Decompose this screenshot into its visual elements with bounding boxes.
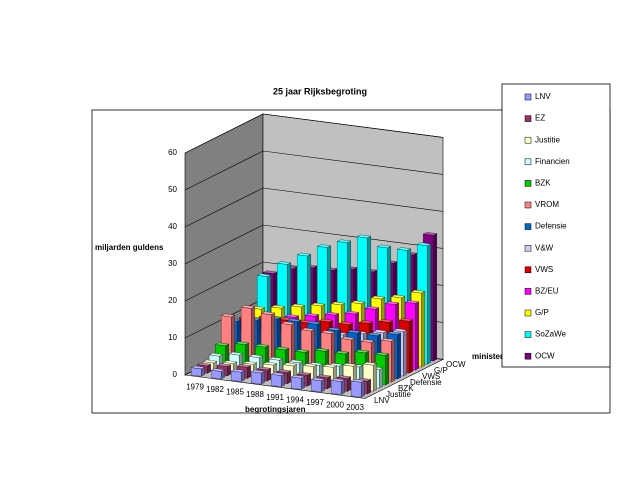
legend-swatch bbox=[524, 352, 532, 360]
legend-label: SoZaWe bbox=[535, 330, 567, 339]
bar-side bbox=[367, 379, 371, 395]
legend-label: V&W bbox=[535, 243, 554, 252]
legend-swatch bbox=[524, 180, 532, 187]
x-tick-label: 1997 bbox=[306, 398, 324, 407]
bar-side bbox=[427, 243, 431, 365]
grid-line bbox=[184, 187, 444, 228]
x-tick-label: 1991 bbox=[266, 393, 284, 402]
x-axis-label: begrotingsjaren bbox=[245, 405, 306, 414]
legend-label: BZK bbox=[535, 179, 551, 188]
legend-swatch bbox=[524, 309, 532, 317]
x-tick-label: 1988 bbox=[246, 390, 264, 399]
legend-swatch bbox=[524, 223, 532, 230]
y-tick-label: 30 bbox=[168, 259, 177, 268]
z-tick-label: BZK bbox=[398, 384, 414, 393]
bar bbox=[291, 376, 302, 390]
y-tick-label: 40 bbox=[168, 222, 177, 231]
legend-box bbox=[501, 83, 611, 368]
bar-side bbox=[261, 371, 265, 385]
legend-swatch bbox=[524, 331, 532, 338]
x-tick-label: 1994 bbox=[286, 395, 304, 404]
y-tick-label: 0 bbox=[173, 370, 178, 379]
legend-label: VWS bbox=[535, 265, 553, 274]
legend-swatch bbox=[524, 266, 532, 274]
legend-swatch bbox=[524, 244, 532, 252]
legend-label: OCW bbox=[535, 351, 555, 360]
legend-label: Justitie bbox=[535, 135, 560, 144]
bar-side bbox=[421, 291, 425, 368]
z-tick-label: OCW bbox=[446, 360, 466, 369]
legend-swatch bbox=[524, 158, 532, 166]
x-tick-label: 1985 bbox=[226, 388, 244, 397]
legend-swatch bbox=[524, 93, 532, 101]
legend-label: EZ bbox=[535, 114, 545, 123]
bar-side bbox=[361, 380, 365, 398]
bar bbox=[211, 370, 222, 380]
bar bbox=[191, 367, 202, 377]
x-tick-label: 1982 bbox=[206, 385, 224, 394]
legend-label: G/P bbox=[535, 308, 549, 317]
bar-side bbox=[327, 375, 331, 390]
x-tick-label: 1979 bbox=[186, 382, 204, 391]
bar-side bbox=[403, 329, 407, 377]
z-tick-label: Justitie bbox=[386, 390, 411, 399]
bar-side bbox=[287, 370, 291, 384]
bar-side bbox=[391, 339, 395, 383]
legend: LNV EZ Justitie Financien BZK VROM Defensie V&W… bbox=[501, 83, 611, 368]
bar bbox=[271, 374, 282, 387]
z-tick-label: G/P bbox=[434, 366, 448, 375]
bar-side bbox=[341, 379, 345, 395]
y-tick-label: 20 bbox=[168, 296, 177, 305]
bar-side bbox=[347, 376, 351, 392]
bar bbox=[251, 371, 262, 385]
z-tick-label: VWS bbox=[422, 372, 440, 381]
y-axis-label: miljarden guldens bbox=[95, 243, 164, 252]
bar-side bbox=[247, 365, 251, 379]
z-tick-label: Defensie bbox=[410, 378, 442, 387]
legend-swatch bbox=[524, 201, 532, 209]
grid-line bbox=[184, 224, 444, 265]
bar-side bbox=[301, 376, 305, 390]
legend-label: VROM bbox=[535, 200, 559, 209]
bar bbox=[311, 379, 322, 393]
z-axis-label: ministeries bbox=[472, 352, 515, 361]
chart-title: 25 jaar Rijksbegroting bbox=[273, 86, 367, 96]
x-tick-label: 2003 bbox=[346, 403, 364, 412]
bar-side bbox=[267, 368, 271, 382]
legend-swatch bbox=[524, 115, 532, 122]
legend-label: LNV bbox=[535, 92, 551, 101]
bar-side bbox=[397, 332, 401, 380]
legend-label: Financien bbox=[535, 157, 570, 166]
bar bbox=[351, 380, 362, 398]
bar-side bbox=[415, 301, 419, 371]
grid-line bbox=[184, 113, 444, 154]
legend-swatch bbox=[524, 288, 532, 295]
bar-side bbox=[385, 353, 389, 386]
bar-side bbox=[433, 233, 437, 362]
legend-label: BZ/EU bbox=[535, 287, 559, 296]
bar bbox=[331, 380, 342, 395]
bar-side bbox=[409, 319, 413, 374]
x-tick-label: 2000 bbox=[326, 401, 344, 410]
bar bbox=[231, 370, 242, 382]
legend-label: Defensie bbox=[535, 222, 567, 231]
legend-swatch bbox=[524, 136, 532, 144]
y-tick-label: 10 bbox=[168, 333, 177, 342]
bar-side bbox=[373, 363, 377, 392]
bar-side bbox=[379, 367, 383, 389]
grid-line bbox=[184, 150, 444, 191]
bar-side bbox=[281, 373, 285, 387]
z-tick-label: LNV bbox=[374, 396, 390, 405]
bar-side bbox=[307, 373, 311, 387]
y-tick-label: 50 bbox=[168, 185, 177, 194]
y-tick-label: 60 bbox=[168, 148, 177, 157]
bar-side bbox=[321, 378, 325, 393]
